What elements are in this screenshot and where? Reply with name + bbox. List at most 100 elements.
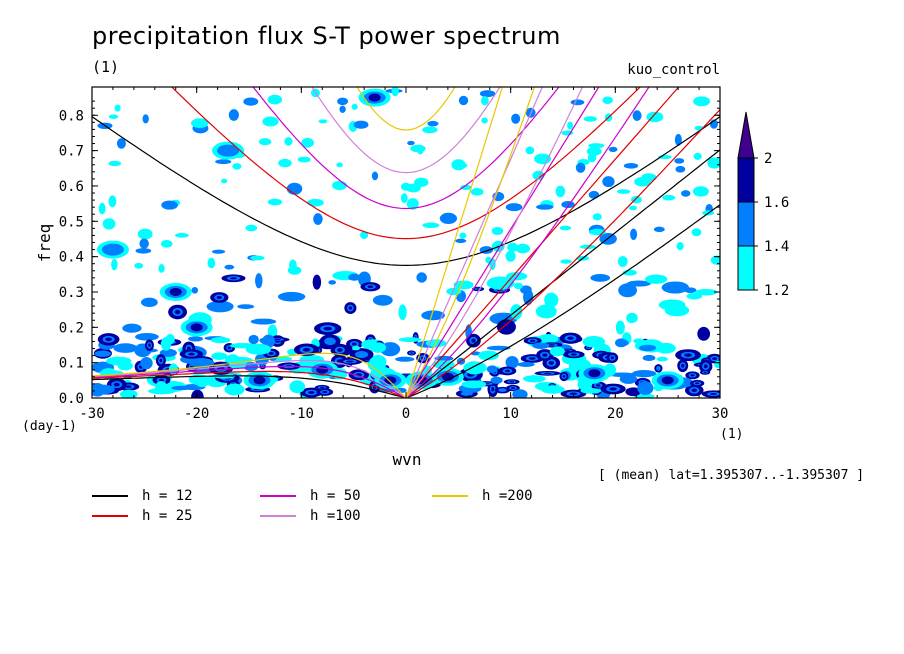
kelvin-wave-curve <box>405 87 504 398</box>
contour-blob <box>98 202 106 215</box>
contour-blob <box>400 193 408 204</box>
legend-label: h = 50 <box>310 488 361 504</box>
contour-blob <box>521 363 531 366</box>
contour-blob <box>140 334 154 339</box>
contour-blob <box>171 385 193 391</box>
contour-blob <box>579 244 596 249</box>
contour-blob <box>709 392 717 396</box>
contour-blob <box>583 116 597 122</box>
legend-item: h = 25 <box>92 506 193 526</box>
contour-blob <box>674 158 685 164</box>
contour-blob <box>608 146 618 152</box>
contour-blob <box>190 118 209 129</box>
contour-blob <box>508 358 516 366</box>
contour-blob <box>226 265 233 269</box>
contour-blob <box>416 272 427 283</box>
y-tick-label: 0.7 <box>59 144 84 160</box>
contour-blob <box>712 357 718 361</box>
contour-blob <box>528 357 536 360</box>
contour-blob <box>690 374 695 377</box>
legend-item: h = 12 <box>92 486 193 506</box>
x-tick-label: 30 <box>712 406 729 422</box>
contour-blob <box>537 334 559 344</box>
contour-blob <box>543 372 552 375</box>
contour-blob <box>513 282 523 290</box>
contour-blob <box>637 371 651 376</box>
contour-blob <box>539 205 550 209</box>
contour-blob <box>622 286 633 295</box>
contour-blob <box>98 352 108 356</box>
contour-blob <box>570 353 578 356</box>
contour-blob <box>615 338 628 348</box>
y-tick-label: 0.5 <box>59 214 84 230</box>
legend-item: h = 50 <box>260 486 361 506</box>
contour-blob <box>422 222 440 228</box>
contour-blob <box>422 126 438 134</box>
contour-blob <box>569 392 578 395</box>
x-tick-label: 10 <box>502 406 519 422</box>
contour-blob <box>630 390 636 394</box>
contour-blob <box>534 153 552 165</box>
contour-blob <box>656 356 668 362</box>
contour-blob <box>504 369 511 373</box>
hotspot <box>368 93 381 102</box>
contour-blob <box>336 162 343 168</box>
contour-blob <box>692 186 709 197</box>
contour-blob <box>369 342 387 353</box>
contour-blob <box>289 380 306 394</box>
contour-blob <box>92 383 106 397</box>
contour-blob <box>471 338 476 343</box>
contour-blob <box>273 338 281 341</box>
contour-blob <box>580 388 602 394</box>
contour-blob <box>346 360 354 363</box>
contour-blob <box>417 146 424 155</box>
contour-blob <box>544 292 559 308</box>
contour-blob <box>348 306 353 310</box>
contour-blob <box>492 346 506 350</box>
contour-blob <box>686 292 703 300</box>
mrg-wave-curve <box>405 87 536 398</box>
contour-blob <box>693 152 702 160</box>
units-label: (1) <box>92 58 120 76</box>
contour-blob <box>158 264 165 273</box>
contour-blob <box>245 343 271 355</box>
contour-blob <box>439 212 458 224</box>
contour-blob <box>542 353 548 357</box>
contour-blob <box>111 258 118 271</box>
contour-blob <box>523 375 546 383</box>
contour-blob <box>602 176 615 188</box>
contour-blob <box>486 276 515 290</box>
legend-swatch <box>432 495 468 497</box>
mrg-wave-curve <box>405 87 650 398</box>
contour-blob <box>505 203 523 212</box>
contour-blob <box>250 336 257 343</box>
contour-blob <box>535 304 557 319</box>
contour-blob <box>634 177 651 187</box>
contour-blob <box>457 239 464 243</box>
inertia-gravity-curve <box>92 116 720 267</box>
y-tick-label: 0.3 <box>59 285 84 301</box>
run-name: kuo_control <box>627 62 720 78</box>
contour-blob <box>481 117 488 124</box>
contour-blob <box>227 346 232 350</box>
contour-blob <box>548 344 555 346</box>
contour-blob <box>141 240 147 247</box>
legend-swatch <box>260 495 296 497</box>
rossby-wave-curve <box>92 375 407 398</box>
contour-blob <box>391 87 399 97</box>
latitude-annotation: [ (mean) lat=1.395307..-1.395307 ] <box>598 468 865 483</box>
contour-blob <box>586 147 602 156</box>
contour-blob <box>555 185 566 198</box>
contour-blob <box>461 380 487 389</box>
contour-blob <box>541 385 565 394</box>
contour-blob <box>694 288 718 296</box>
x-tick-label: -10 <box>289 406 314 422</box>
contour-blob <box>306 198 324 207</box>
contour-blob <box>466 327 471 337</box>
contour-blob <box>458 95 469 106</box>
chart-title: precipitation flux S-T power spectrum <box>92 22 561 50</box>
contour-blob <box>676 242 684 251</box>
contour-blob <box>523 289 534 306</box>
contour-blob <box>653 226 665 233</box>
